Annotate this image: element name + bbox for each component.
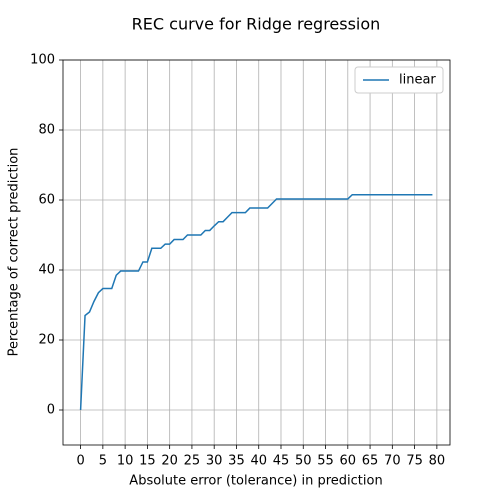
x-tick-label: 15 bbox=[139, 454, 156, 469]
x-axis-label: Absolute error (tolerance) in prediction bbox=[129, 474, 382, 489]
x-tick-label: 20 bbox=[161, 454, 178, 469]
x-tick-label: 50 bbox=[295, 454, 312, 469]
y-tick-label: 60 bbox=[38, 193, 55, 208]
axes-frame bbox=[62, 59, 451, 446]
legend-box bbox=[354, 66, 444, 94]
x-tick-label: 60 bbox=[340, 454, 357, 469]
y-tick-label: 0 bbox=[47, 403, 55, 418]
x-tick-label: 40 bbox=[250, 454, 267, 469]
x-tick-label: 0 bbox=[76, 454, 84, 469]
y-tick-label: 80 bbox=[38, 123, 55, 138]
x-tick-label: 30 bbox=[206, 454, 223, 469]
chart-title: REC curve for Ridge regression bbox=[132, 15, 381, 34]
x-tick-label: 25 bbox=[184, 454, 201, 469]
x-tick-label: 70 bbox=[384, 454, 401, 469]
x-tick-label: 55 bbox=[317, 454, 334, 469]
legend-label: linear bbox=[399, 73, 436, 88]
y-tick-label: 20 bbox=[38, 333, 55, 348]
x-tick-label: 10 bbox=[117, 454, 134, 469]
x-tick-label: 80 bbox=[429, 454, 446, 469]
x-tick-label: 65 bbox=[362, 454, 379, 469]
x-tick-label: 35 bbox=[228, 454, 245, 469]
x-tick-label: 5 bbox=[99, 454, 107, 469]
y-tick-label: 100 bbox=[30, 53, 55, 68]
y-tick-label: 40 bbox=[38, 263, 55, 278]
x-tick-label: 75 bbox=[406, 454, 423, 469]
x-tick-label: 45 bbox=[273, 454, 290, 469]
data-line bbox=[79, 194, 433, 411]
y-axis-label: Percentage of correct prediction bbox=[7, 148, 22, 357]
